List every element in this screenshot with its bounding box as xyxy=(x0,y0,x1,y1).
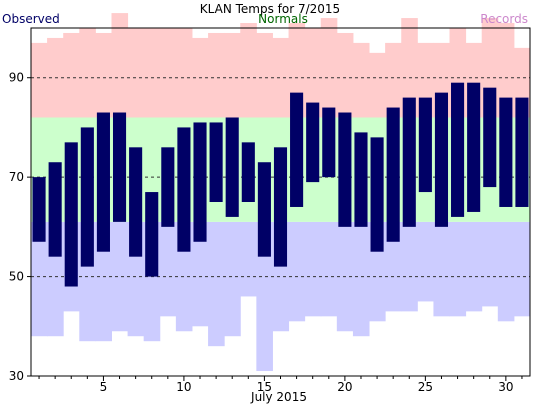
observed-bar-day-29 xyxy=(483,87,497,188)
records-high-area xyxy=(31,13,531,118)
x-axis-ticks: 5 10 15 20 25 30 xyxy=(38,376,523,394)
observed-bar-day-7 xyxy=(129,147,143,257)
observed-bar-day-6 xyxy=(112,112,127,222)
record-high-segment xyxy=(143,28,161,118)
record-low-segment xyxy=(417,221,434,302)
record-low-segment xyxy=(481,221,499,307)
observed-bar-day-26 xyxy=(434,92,449,227)
observed-bars xyxy=(32,82,529,287)
record-high-segment xyxy=(111,13,129,118)
record-low-segment xyxy=(385,221,402,312)
record-high-segment xyxy=(272,37,290,118)
observed-bar-day-19 xyxy=(322,107,336,178)
observed-bar-day-10 xyxy=(177,127,191,252)
observed-bar-day-27 xyxy=(451,82,465,217)
record-low-segment xyxy=(304,221,322,317)
record-low-segment xyxy=(31,221,48,337)
observed-bar-day-17 xyxy=(290,92,304,207)
record-low-segment xyxy=(256,221,273,372)
observed-bar-day-31 xyxy=(515,97,529,207)
record-low-segment xyxy=(465,221,483,312)
record-low-segment xyxy=(224,221,241,337)
observed-bar-day-20 xyxy=(338,112,352,227)
observed-bar-day-28 xyxy=(467,82,481,212)
record-high-segment xyxy=(159,28,177,118)
record-high-segment xyxy=(497,23,515,118)
record-high-segment xyxy=(401,18,418,118)
record-low-segment xyxy=(401,221,418,312)
y-tick-label: 30 xyxy=(9,369,24,383)
record-high-segment xyxy=(320,18,338,118)
legend-records: Records xyxy=(480,12,528,26)
y-axis-ticks: 30 50 70 90 xyxy=(9,71,31,383)
record-high-segment xyxy=(95,32,112,118)
observed-bar-day-15 xyxy=(257,162,271,257)
record-high-segment xyxy=(127,28,145,118)
record-low-segment xyxy=(191,221,209,327)
observed-bar-day-24 xyxy=(402,97,416,227)
y-tick-label: 90 xyxy=(9,71,24,85)
legend-normals: Normals xyxy=(258,12,308,26)
observed-bar-day-25 xyxy=(418,97,432,193)
record-high-segment xyxy=(224,32,241,118)
observed-bar-day-8 xyxy=(145,192,159,277)
observed-bar-day-2 xyxy=(48,162,62,257)
record-low-segment xyxy=(208,221,225,347)
observed-bar-day-12 xyxy=(209,122,223,202)
record-low-segment xyxy=(320,221,338,317)
observed-bar-day-1 xyxy=(32,177,46,242)
legend-observed: Observed xyxy=(2,12,60,26)
record-high-segment xyxy=(336,32,354,118)
x-tick-label: 10 xyxy=(176,380,191,394)
chart-title: KLAN Temps for 7/2015 xyxy=(200,2,340,16)
x-tick-label: 15 xyxy=(257,380,272,394)
observed-bar-day-13 xyxy=(225,117,239,217)
record-low-segment xyxy=(240,221,257,297)
record-low-segment xyxy=(352,221,370,337)
record-high-segment xyxy=(63,32,80,118)
observed-bar-day-30 xyxy=(499,97,513,207)
record-high-segment xyxy=(31,42,48,118)
observed-bar-day-23 xyxy=(386,107,400,242)
x-tick-label: 5 xyxy=(100,380,108,394)
record-high-segment xyxy=(175,28,193,118)
record-low-segment xyxy=(288,221,306,322)
y-tick-label: 70 xyxy=(9,170,24,184)
observed-bar-day-5 xyxy=(96,112,110,252)
observed-bar-day-21 xyxy=(354,132,368,227)
observed-bar-day-3 xyxy=(64,142,78,287)
record-high-segment xyxy=(240,23,257,118)
x-axis-label: July 2015 xyxy=(250,390,307,404)
observed-bar-day-4 xyxy=(80,127,94,267)
record-low-segment xyxy=(159,221,177,317)
record-low-segment xyxy=(111,221,129,332)
y-tick-label: 50 xyxy=(9,270,24,284)
record-low-segment xyxy=(497,221,515,322)
x-tick-label: 30 xyxy=(498,380,513,394)
observed-bar-day-9 xyxy=(161,147,175,227)
record-high-segment xyxy=(352,42,370,118)
record-low-segment xyxy=(433,221,451,317)
x-tick-label: 25 xyxy=(418,380,433,394)
observed-bar-day-22 xyxy=(370,137,384,252)
record-high-segment xyxy=(208,32,225,118)
record-low-segment xyxy=(449,221,467,317)
record-high-segment xyxy=(369,52,386,118)
record-high-segment xyxy=(385,42,402,118)
observed-bar-day-11 xyxy=(193,122,207,242)
record-low-segment xyxy=(513,221,531,317)
x-tick-label: 20 xyxy=(337,380,352,394)
record-high-segment xyxy=(79,28,96,118)
observed-bar-day-16 xyxy=(273,147,288,267)
record-high-segment xyxy=(256,32,273,118)
record-high-segment xyxy=(304,28,322,118)
record-low-segment xyxy=(95,221,112,342)
observed-bar-day-18 xyxy=(306,102,320,183)
observed-bar-day-14 xyxy=(241,142,255,202)
